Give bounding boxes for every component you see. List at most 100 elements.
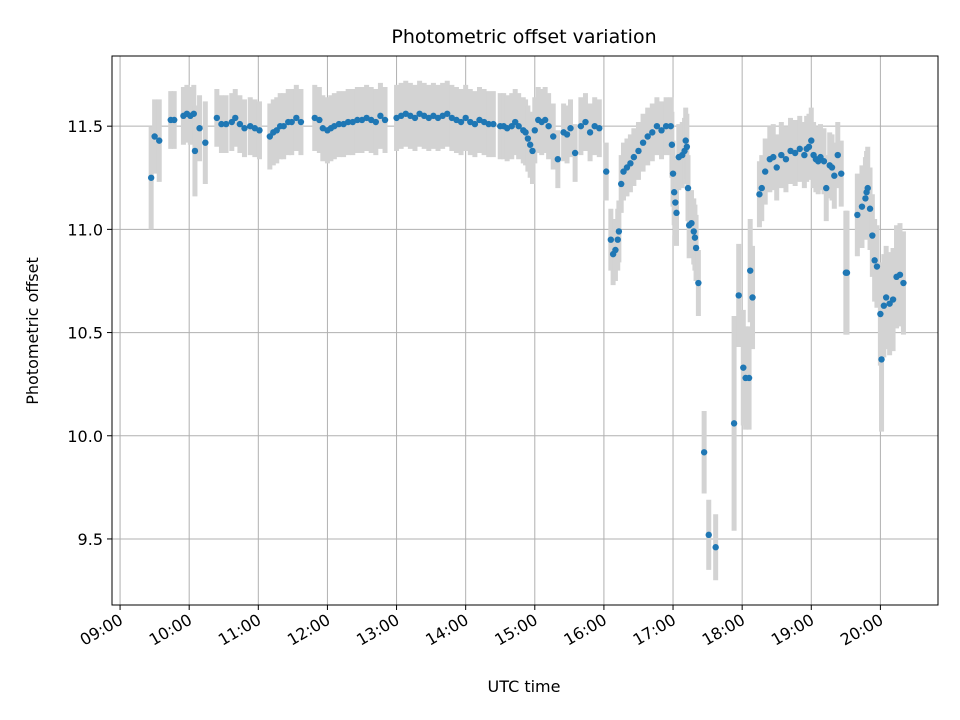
data-point <box>834 151 841 159</box>
data-point <box>151 133 158 140</box>
data-point <box>831 172 838 179</box>
data-point <box>672 199 679 206</box>
data-point <box>471 120 479 128</box>
data-point <box>524 135 532 142</box>
data-point <box>457 118 465 126</box>
y-tick-label: 9.5 <box>78 530 103 549</box>
data-point <box>297 118 305 126</box>
data-point <box>649 129 656 136</box>
data-point <box>668 141 676 148</box>
data-point <box>567 125 574 132</box>
data-point <box>202 139 209 146</box>
data-point <box>381 116 389 124</box>
x-tick-label: 15:00 <box>491 610 540 650</box>
y-tick-label: 10.5 <box>67 324 103 343</box>
data-point <box>522 129 529 136</box>
data-point <box>670 189 678 196</box>
data-point <box>782 155 790 163</box>
y-axis-label: Photometric offset <box>23 257 42 405</box>
data-point <box>444 110 451 117</box>
data-point <box>862 195 869 202</box>
data-point <box>607 236 615 243</box>
data-point <box>873 263 881 270</box>
x-tick-label: 09:00 <box>77 610 126 650</box>
x-tick-label: 18:00 <box>699 610 748 650</box>
data-point <box>700 449 708 456</box>
data-point <box>526 141 534 148</box>
data-point <box>550 133 557 140</box>
error-bars <box>148 80 906 581</box>
data-point <box>612 246 619 254</box>
data-point <box>745 374 753 382</box>
data-point <box>866 205 874 212</box>
data-point <box>196 125 203 132</box>
data-point <box>411 114 419 122</box>
data-point <box>808 137 815 144</box>
y-tick-label: 11.0 <box>67 220 103 239</box>
data-point <box>758 184 765 192</box>
data-point <box>688 219 695 227</box>
data-point <box>232 114 239 122</box>
data-point <box>796 145 803 153</box>
data-point <box>515 122 522 130</box>
data-point <box>531 127 538 134</box>
data-point <box>869 232 876 239</box>
data-point <box>545 122 552 130</box>
data-point <box>658 127 665 134</box>
data-point <box>864 184 871 192</box>
data-point <box>316 116 323 124</box>
x-axis-label: UTC time <box>488 677 561 696</box>
data-point <box>241 125 248 132</box>
data-point <box>740 364 747 371</box>
chart-title: Photometric offset variation <box>391 26 656 48</box>
data-point <box>682 137 689 144</box>
data-point <box>222 120 230 128</box>
data-point <box>882 294 890 301</box>
data-point <box>218 120 225 128</box>
data-point <box>236 120 244 128</box>
data-point <box>582 118 589 126</box>
data-point <box>889 296 897 303</box>
data-point <box>563 131 571 138</box>
data-point <box>877 310 884 318</box>
x-tick-label: 10:00 <box>146 610 195 650</box>
data-point <box>761 168 769 175</box>
data-point <box>614 236 621 243</box>
data-point <box>644 133 651 140</box>
data-point <box>823 184 830 192</box>
data-point <box>462 114 469 122</box>
data-point <box>691 234 699 241</box>
data-point <box>871 257 878 264</box>
data-point <box>377 112 384 120</box>
data-point <box>529 147 536 155</box>
data-point <box>485 120 492 128</box>
data-point <box>828 164 836 171</box>
data-point <box>293 114 300 122</box>
data-point <box>878 356 885 363</box>
data-point <box>156 137 163 144</box>
data-point <box>288 118 295 126</box>
data-point <box>791 149 799 157</box>
data-point <box>692 244 700 252</box>
data-point <box>630 153 638 161</box>
data-point <box>171 116 178 124</box>
x-tick-label: 13:00 <box>353 610 402 650</box>
data-point <box>191 147 199 155</box>
data-point <box>213 114 221 122</box>
data-point <box>577 122 585 130</box>
data-point <box>749 294 756 301</box>
data-point <box>896 271 904 278</box>
data-point <box>280 122 287 130</box>
data-point <box>773 164 780 171</box>
data-point <box>653 122 661 130</box>
x-tick-label: 14:00 <box>422 610 471 650</box>
data-point <box>639 139 647 146</box>
data-point <box>838 170 845 177</box>
x-tick-label: 17:00 <box>630 610 679 650</box>
data-point <box>900 279 907 287</box>
data-point <box>256 127 263 134</box>
x-tick-label: 12:00 <box>284 610 333 650</box>
data-point <box>820 158 828 165</box>
data-point <box>344 118 352 126</box>
data-point <box>571 149 579 157</box>
